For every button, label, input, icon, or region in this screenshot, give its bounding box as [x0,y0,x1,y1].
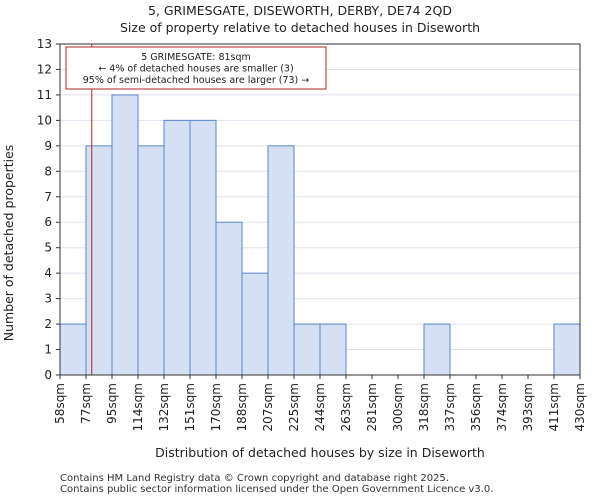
y-tick-label: 13 [37,37,52,51]
bars [59,94,581,376]
y-tick-label: 6 [44,215,52,229]
histogram-bar [293,323,321,376]
x-ticks: 58sqm 77sqm 95sqm 114sqm 132sqm 151sqm 170sqm 1… [53,375,587,431]
histogram-bar [59,323,87,376]
annotation-line-3: 95% of semi-detached houses are larger (… [83,75,310,86]
x-tick-label: 151sqm [183,383,197,431]
annotation-line-1: 5 GRIMESGATE: 81sqm [141,52,251,63]
x-tick-label: 281sqm [365,383,379,431]
x-tick-label: 244sqm [313,383,327,431]
y-tick-label: 9 [44,139,52,153]
y-tick-label: 3 [44,292,52,306]
annotation-group: 5 GRIMESGATE: 81sqm ← 4% of detached hou… [65,46,327,90]
y-tick-label: 0 [44,368,52,382]
histogram-bar [111,94,139,376]
x-tick-label: 300sqm [391,383,405,431]
y-tick-label: 12 [37,62,52,76]
x-tick-label: 411sqm [547,383,561,431]
histogram-bar [189,119,217,376]
x-tick-label: 356sqm [469,383,483,431]
y-tick-label: 2 [44,317,52,331]
histogram-bar [267,145,295,376]
histogram-bar [137,145,165,376]
y-tick-label: 10 [37,113,52,127]
x-tick-label: 374sqm [495,383,509,431]
y-tick-label: 5 [44,241,52,255]
x-tick-label: 170sqm [209,383,223,431]
x-tick-label: 337sqm [443,383,457,431]
title-subtitle: Size of property relative to detached ho… [119,20,481,35]
histogram-bar [553,323,581,376]
x-tick-label: 263sqm [339,383,353,431]
x-tick-label: 132sqm [157,383,171,431]
x-tick-label: 95sqm [105,383,119,424]
footer-line-2: Contains public sector information licen… [60,484,494,495]
y-tick-label: 1 [44,343,52,357]
x-tick-label: 77sqm [79,383,93,424]
x-tick-label: 207sqm [261,383,275,431]
histogram-bar [319,323,347,376]
x-tick-label: 114sqm [131,383,145,431]
x-tick-label: 318sqm [417,383,431,431]
histogram-bar [163,119,191,376]
histogram-bar [241,272,269,376]
y-tick-label: 11 [37,88,52,102]
annotation-line-2: ← 4% of detached houses are smaller (3) [98,64,293,75]
y-tick-label: 7 [44,190,52,204]
histogram-bar [215,221,243,376]
y-tick-label: 8 [44,164,52,178]
x-tick-label: 188sqm [235,383,249,431]
plot-frame [59,43,581,376]
title-address: 5, GRIMESGATE, DISEWORTH, DERBY, DE74 2Q… [148,3,452,18]
y-tick-label: 4 [44,266,52,280]
chart-title: 5, GRIMESGATE, DISEWORTH, DERBY, DE74 2Q… [0,2,600,36]
x-tick-label: 58sqm [53,383,67,424]
x-tick-label: 393sqm [521,383,535,431]
annotation-box [65,46,327,90]
y-axis-label: Number of detached properties [1,145,16,342]
x-tick-label: 225sqm [287,383,301,431]
histogram-bar [85,145,113,376]
histogram-bar [423,323,451,376]
footer: Contains HM Land Registry data © Crown c… [60,473,493,495]
x-axis-label: Distribution of detached houses by size … [155,445,485,460]
x-tick-label: 430sqm [573,383,587,431]
histogram-chart: 5 GRIMESGATE: 81sqm ← 4% of detached hou… [1,37,587,460]
footer-line-1: Contains HM Land Registry data © Crown c… [60,473,449,484]
